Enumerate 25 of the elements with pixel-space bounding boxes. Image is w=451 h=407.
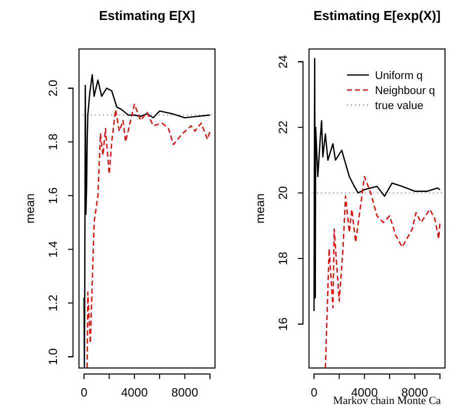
y-tick-label: 1.2	[46, 294, 60, 312]
y-tick-label: 18	[276, 252, 290, 266]
x-tick-label: 0	[80, 385, 88, 400]
line-series	[324, 176, 441, 368]
line-series	[313, 58, 441, 312]
y-tick-label: 22	[276, 120, 290, 134]
legend-label: Neighbour q	[375, 85, 435, 97]
y-tick-label: 1.0	[46, 348, 60, 366]
y-tick-label: 16	[276, 317, 290, 331]
x-tick-label: 8000	[171, 385, 198, 400]
y-tick-label: 20	[276, 186, 290, 200]
y-tick-label: 1.8	[46, 133, 60, 150]
chart-title: Estimating E[X]	[98, 8, 196, 23]
y-tick-label: 1.6	[46, 186, 60, 204]
y-tick-label: 2.0	[46, 80, 60, 97]
chart-title: Estimating E[exp(X)]	[313, 8, 441, 23]
y-axis-title: mean	[253, 193, 267, 224]
y-tick-label: 24	[276, 54, 290, 68]
x-tick-label: 0	[310, 385, 318, 400]
y-axis-title: mean	[23, 193, 37, 224]
legend-label: true value	[375, 100, 424, 112]
legend-label: Uniform q	[375, 70, 423, 82]
y-tick-label: 1.4	[46, 240, 60, 258]
x-tick-label: 4000	[121, 385, 148, 400]
text: Markov chain Monte Ca	[333, 395, 442, 407]
